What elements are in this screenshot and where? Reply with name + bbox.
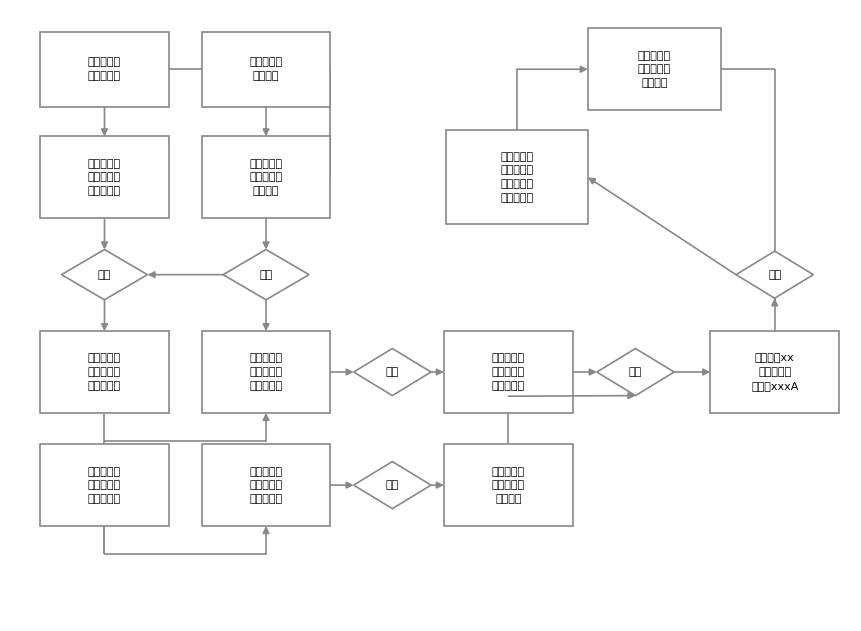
FancyBboxPatch shape <box>201 331 330 413</box>
FancyBboxPatch shape <box>40 331 169 413</box>
Polygon shape <box>61 249 147 300</box>
Text: 母线经馈线
串供电分析
报告发布: 母线经馈线 串供电分析 报告发布 <box>637 50 670 88</box>
Polygon shape <box>735 251 813 298</box>
FancyBboxPatch shape <box>587 28 720 110</box>
Text: 比对: 比对 <box>98 269 111 280</box>
FancyBboxPatch shape <box>40 444 169 526</box>
Text: 串供母线馈
线联络对侧
馈线负荷: 串供母线馈 线联络对侧 馈线负荷 <box>249 158 282 196</box>
FancyBboxPatch shape <box>709 331 838 413</box>
FancyBboxPatch shape <box>201 32 330 107</box>
FancyBboxPatch shape <box>201 136 330 218</box>
Text: 串供母线馈
线联络对侧
主变总负荷: 串供母线馈 线联络对侧 主变总负荷 <box>249 466 282 504</box>
FancyBboxPatch shape <box>40 136 169 218</box>
Polygon shape <box>353 348 430 396</box>
Text: 串供母线的
馈线负荷: 串供母线的 馈线负荷 <box>249 57 282 81</box>
Text: 串供母线的
馈线载流量: 串供母线的 馈线载流量 <box>88 57 121 81</box>
FancyBboxPatch shape <box>40 32 169 107</box>
Text: 串供母线xx
馈线最终负
荷裕度xxxA: 串供母线xx 馈线最终负 荷裕度xxxA <box>750 353 797 391</box>
FancyBboxPatch shape <box>201 444 330 526</box>
FancyBboxPatch shape <box>445 130 587 225</box>
Text: 串供母线馈
线联络对侧
主变裕度: 串供母线馈 线联络对侧 主变裕度 <box>491 466 524 504</box>
FancyBboxPatch shape <box>443 444 572 526</box>
Text: 串供母线馈
线两侧馈线
最小载流量: 串供母线馈 线两侧馈线 最小载流量 <box>88 353 121 391</box>
Text: 以串供母线
馈线的最大
串供负荷裕
度倒序排序: 以串供母线 馈线的最大 串供负荷裕 度倒序排序 <box>499 152 533 203</box>
Text: 计算: 计算 <box>385 480 399 490</box>
Text: 串供母线馈
线联络对侧
馈线载流量: 串供母线馈 线联络对侧 馈线载流量 <box>88 158 121 196</box>
Text: 串供母线馈
线及对侧馈
线剩余裕度: 串供母线馈 线及对侧馈 线剩余裕度 <box>491 353 524 391</box>
Text: 计算: 计算 <box>385 367 399 377</box>
Text: 串供母线馈
线联络对侧
主变载流量: 串供母线馈 线联络对侧 主变载流量 <box>88 466 121 504</box>
Text: 串供母线馈
线及对侧馈
线的总负荷: 串供母线馈 线及对侧馈 线的总负荷 <box>249 353 282 391</box>
Text: 汇总: 汇总 <box>767 269 780 280</box>
FancyBboxPatch shape <box>443 331 572 413</box>
Polygon shape <box>353 461 430 509</box>
Polygon shape <box>223 249 308 300</box>
Polygon shape <box>596 348 673 396</box>
Text: 合计: 合计 <box>259 269 272 280</box>
Text: 比对: 比对 <box>629 367 641 377</box>
